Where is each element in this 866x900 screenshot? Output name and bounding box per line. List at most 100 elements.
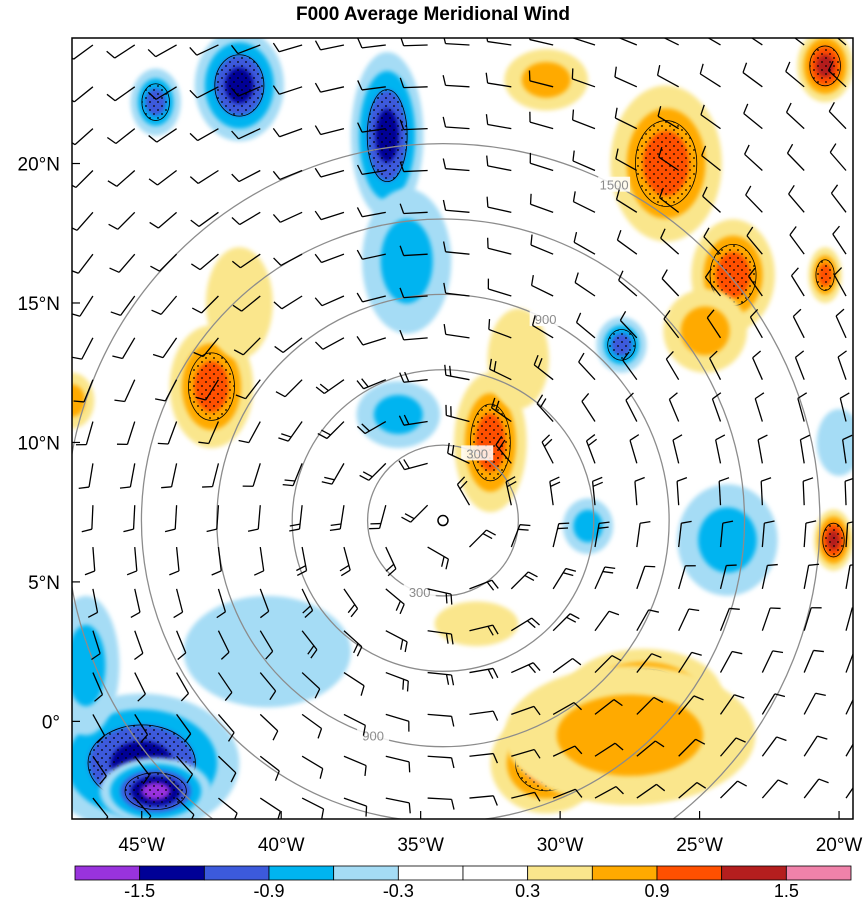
wind-barb-shaft — [659, 197, 680, 213]
wind-barb-flag — [557, 527, 569, 530]
wind-barb-flag — [317, 432, 328, 440]
wind-barb-flag — [541, 434, 551, 443]
wind-barb-flag — [752, 350, 762, 359]
wind-barb-shaft — [668, 399, 680, 422]
wind-barb-shaft — [469, 529, 487, 548]
wind-barb-shaft — [700, 114, 721, 130]
ring-label: 300 — [409, 585, 431, 600]
wind-barb-shaft — [403, 169, 428, 173]
wind-barb-shaft — [259, 797, 281, 812]
wind-barb-shaft — [445, 42, 470, 46]
wind-barb-flag — [754, 392, 765, 400]
colorbar: -1.5 -0.9 -0.3 0.3 0.9 1.5 — [74, 865, 852, 900]
wind-barb-shaft — [447, 452, 470, 464]
colorbar-label: 0.3 — [515, 881, 540, 900]
ring-label: 300 — [466, 446, 488, 461]
wind-barb-flag — [148, 815, 152, 819]
wind-barb-flag — [550, 481, 561, 487]
wind-barb-shaft — [594, 699, 615, 715]
wind-barb-shaft — [678, 652, 693, 673]
range-ring — [366, 444, 520, 597]
significance-stipple — [214, 54, 265, 117]
wind-barb-shaft — [578, 361, 596, 381]
wind-barb-flag — [360, 685, 365, 696]
wind-barb-flag — [792, 308, 802, 317]
anomaly-contour — [373, 395, 423, 435]
wind-barb-shaft — [678, 738, 697, 757]
wind-barb-shaft — [487, 165, 512, 172]
wind-barb-shaft — [469, 667, 494, 674]
significance-stipple — [470, 403, 511, 482]
anomaly-contour — [680, 306, 730, 356]
wind-barb-flag — [307, 645, 315, 655]
wind-barb-flag — [404, 513, 415, 520]
wind-barb-flag — [169, 570, 180, 576]
wind-barb-flag — [827, 60, 834, 71]
wind-barb-shaft — [326, 421, 345, 439]
wind-barb-flag — [356, 249, 363, 260]
wind-barb-flag — [157, 442, 169, 445]
wind-barb-shaft — [343, 797, 367, 807]
wind-barb-flag — [833, 267, 843, 276]
wind-barb-shaft — [529, 121, 554, 130]
wind-barb-shaft — [217, 672, 233, 693]
wind-barb-shaft — [469, 710, 494, 716]
wind-barb-shaft — [530, 203, 554, 213]
wind-barb-flag — [700, 104, 705, 115]
latitude-axis: 0° 5°N 10°N 15°N 20°N — [18, 155, 80, 733]
colorbar-swatch — [268, 865, 335, 881]
wind-barb-flag — [362, 725, 366, 736]
wind-barb-shaft — [301, 797, 324, 810]
colorbar-swatch — [139, 865, 205, 881]
anomaly-contour — [205, 247, 273, 359]
wind-barb-shaft — [469, 579, 493, 590]
wind-barb-flag — [399, 372, 405, 383]
colorbar-swatch — [333, 865, 399, 881]
wind-barb-flag — [402, 679, 405, 690]
wind-barb-shaft — [217, 588, 227, 613]
wind-barb-shaft — [445, 168, 470, 172]
wind-barb-shaft — [842, 439, 847, 464]
wind-barb-flag — [189, 89, 198, 99]
wind-barb-shaft — [636, 653, 653, 673]
colorbar-label: -0.3 — [383, 881, 414, 900]
wind-barb-shaft — [832, 233, 847, 255]
wind-barb-flag — [408, 802, 411, 814]
wind-barb-flag — [441, 556, 445, 567]
wind-barb-shaft — [343, 546, 351, 571]
colorbar-swatch — [74, 865, 141, 881]
wind-barb-flag — [456, 476, 466, 485]
wind-barb-flag — [272, 85, 280, 95]
wind-barb-shaft — [536, 403, 554, 422]
wind-barb-shaft — [719, 565, 727, 590]
wind-barb-flag — [791, 267, 799, 277]
wind-barb-flag — [450, 633, 454, 645]
wind-barb-flag — [173, 611, 183, 619]
wind-barb-shaft — [403, 295, 428, 299]
wind-barb-shaft — [162, 337, 178, 359]
wind-barb-flag — [656, 65, 661, 76]
wind-barb-shaft — [701, 155, 721, 172]
wind-barb-flag — [565, 567, 577, 572]
wind-barb-flag — [722, 520, 734, 524]
wind-barb-shaft — [403, 86, 428, 89]
wind-barb-shaft — [636, 783, 657, 799]
wind-barb-flag — [403, 459, 410, 469]
wind-barb-shaft — [491, 407, 512, 423]
wind-barb-flag — [247, 528, 259, 532]
wind-barb-shaft — [259, 672, 277, 692]
wind-barb-shaft — [240, 253, 261, 269]
wind-barb-shaft — [74, 128, 94, 146]
wind-barb-shaft — [301, 588, 314, 611]
wind-barb-flag — [148, 178, 158, 186]
ring-label: 900 — [362, 729, 384, 744]
wind-barb-flag — [492, 753, 499, 764]
wind-barb-shaft — [761, 523, 765, 548]
wind-barb-shaft — [573, 241, 596, 255]
wind-barb-shaft — [511, 662, 534, 674]
wind-barb-flag — [615, 189, 620, 200]
wind-barb-flag — [572, 191, 576, 202]
wind-barb-shaft — [704, 276, 722, 297]
range-ring — [72, 143, 821, 819]
wind-barb-shaft — [552, 657, 573, 674]
